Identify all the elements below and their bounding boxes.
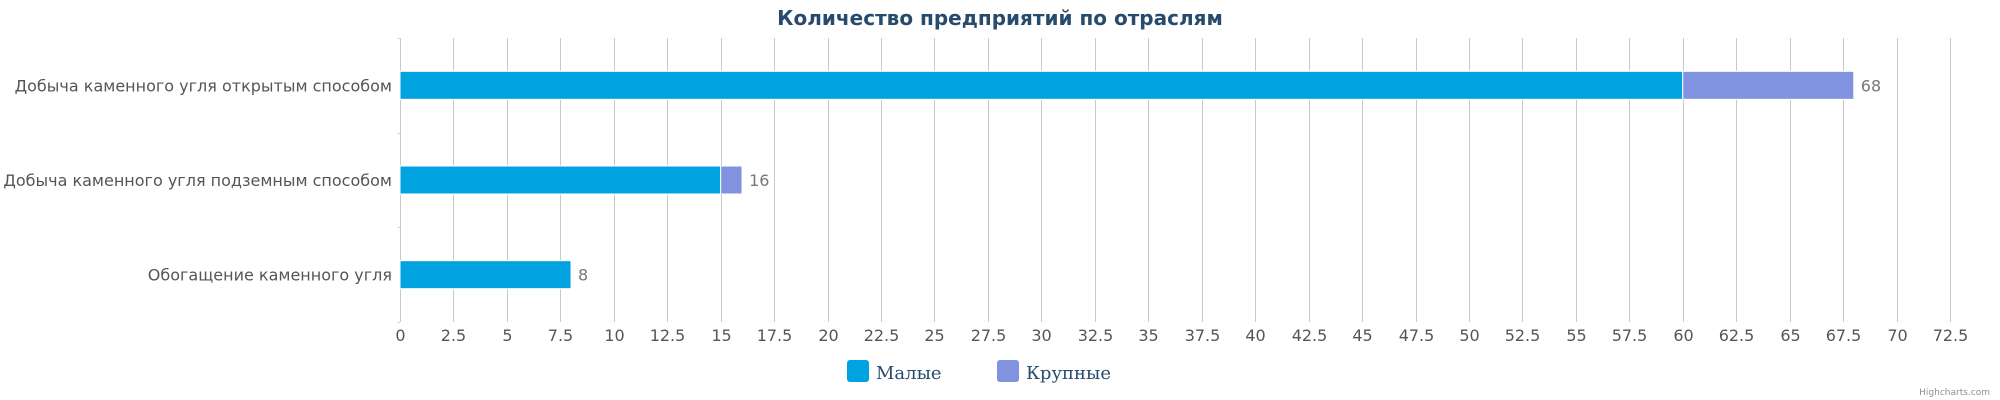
chart-title: Количество предприятий по отраслям — [777, 6, 1223, 30]
legend-item[interactable]: Малые — [847, 360, 942, 384]
x-tick-label: 17.5 — [757, 326, 793, 345]
x-tick-label: 67.5 — [1826, 326, 1862, 345]
x-tick-label: 30 — [1031, 326, 1051, 345]
bar-small[interactable] — [399, 70, 1684, 100]
legend: Малые Крупные — [847, 360, 1111, 384]
legend-swatch[interactable] — [847, 360, 869, 382]
data-label: 8 — [578, 266, 588, 285]
category-label: Добыча каменного угля подземным способом — [3, 171, 392, 190]
x-tick-label: 62.5 — [1719, 326, 1755, 345]
x-tick-label: 42.5 — [1292, 326, 1328, 345]
x-tick-label: 55 — [1566, 326, 1586, 345]
credits-link[interactable]: Highcharts.com — [1919, 388, 1990, 398]
x-tick-label: 35 — [1138, 326, 1158, 345]
x-tick-label: 37.5 — [1185, 326, 1221, 345]
category-label: Добыча каменного угля открытым способом — [15, 76, 392, 95]
x-tick-label: 10 — [604, 326, 624, 345]
x-tick-label: 45 — [1352, 326, 1372, 345]
x-tick-label: 65 — [1780, 326, 1800, 345]
x-tick-label: 57.5 — [1612, 326, 1648, 345]
x-tick-label: 32.5 — [1078, 326, 1114, 345]
x-tick-label: 22.5 — [864, 326, 900, 345]
x-tick-label: 7.5 — [548, 326, 573, 345]
data-label: 16 — [749, 171, 769, 190]
x-tick-label: 0 — [395, 326, 405, 345]
bar-large[interactable] — [1682, 70, 1855, 100]
bar-large[interactable] — [720, 165, 743, 195]
x-tick-label: 70 — [1887, 326, 1907, 345]
data-label: 68 — [1861, 76, 1881, 95]
x-tick-label: 15 — [711, 326, 731, 345]
x-tick-label: 2.5 — [441, 326, 466, 345]
x-tick-label: 12.5 — [650, 326, 686, 345]
x-tick-label: 27.5 — [971, 326, 1007, 345]
plot-area: 68 16 8 — [399, 70, 1881, 290]
x-tick-label: 40 — [1245, 326, 1265, 345]
category-label: Обогащение каменного угля — [148, 266, 392, 285]
legend-label[interactable]: Крупные — [1026, 363, 1111, 384]
legend-item[interactable]: Крупные — [997, 360, 1111, 384]
y-axis: Добыча каменного угля открытым способом Д… — [3, 38, 400, 323]
bar-small[interactable] — [399, 260, 572, 290]
legend-swatch[interactable] — [997, 360, 1019, 382]
legend-label[interactable]: Малые — [876, 363, 942, 384]
x-tick-label: 25 — [924, 326, 944, 345]
bar-small[interactable] — [399, 165, 722, 195]
x-tick-label: 72.5 — [1933, 326, 1969, 345]
x-tick-label: 20 — [818, 326, 838, 345]
x-tick-label: 50 — [1459, 326, 1479, 345]
x-tick-label: 52.5 — [1505, 326, 1541, 345]
x-tick-label: 47.5 — [1399, 326, 1435, 345]
x-tick-label: 60 — [1673, 326, 1693, 345]
x-tick-label: 5 — [502, 326, 512, 345]
x-axis: 0 2.5 5 7.5 10 12.5 15 17.5 20 22.5 25 27.5 30 32.5 35… — [395, 326, 1968, 345]
